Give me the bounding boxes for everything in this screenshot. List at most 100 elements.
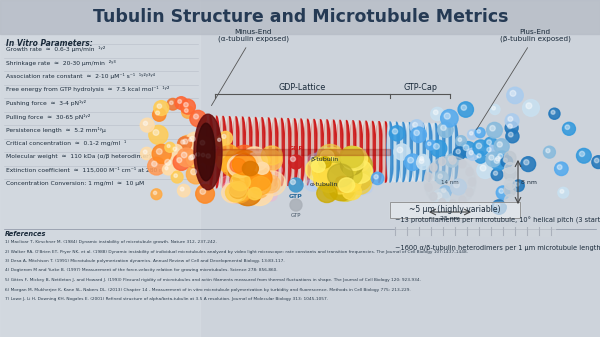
Ellipse shape [211,116,217,188]
Circle shape [451,179,466,195]
Circle shape [175,97,188,110]
Ellipse shape [266,118,268,186]
Text: Shrinkage rate  ≈  20-30 μm/min  ²ʸ³: Shrinkage rate ≈ 20-30 μm/min ²ʸ³ [6,60,116,65]
Ellipse shape [265,118,271,186]
Ellipse shape [231,117,237,187]
Ellipse shape [382,122,388,182]
Circle shape [505,121,518,134]
Ellipse shape [247,117,248,187]
Circle shape [524,160,529,165]
Bar [395,226,555,236]
Circle shape [490,125,495,131]
Ellipse shape [328,164,353,187]
Ellipse shape [245,166,272,191]
Ellipse shape [406,123,413,181]
Circle shape [448,157,453,161]
Ellipse shape [395,122,401,182]
Ellipse shape [248,187,262,200]
Ellipse shape [504,167,516,181]
Circle shape [177,158,182,162]
Ellipse shape [305,179,320,191]
Ellipse shape [311,155,330,173]
Circle shape [486,152,501,167]
Ellipse shape [299,119,301,185]
Ellipse shape [338,120,344,184]
Ellipse shape [358,165,373,177]
Ellipse shape [194,114,222,190]
Circle shape [183,139,188,144]
Ellipse shape [431,123,437,181]
Ellipse shape [213,116,219,188]
Ellipse shape [260,118,262,186]
Ellipse shape [239,117,246,187]
Ellipse shape [233,117,239,187]
Circle shape [469,151,473,155]
Ellipse shape [272,118,278,186]
Ellipse shape [281,119,287,185]
Ellipse shape [253,118,259,186]
Circle shape [477,154,481,158]
Ellipse shape [285,119,291,185]
Circle shape [580,151,584,156]
Ellipse shape [215,116,221,188]
Ellipse shape [358,182,373,194]
Circle shape [454,147,466,159]
Ellipse shape [230,158,246,173]
Ellipse shape [340,155,363,175]
Ellipse shape [368,121,374,183]
Ellipse shape [441,124,447,180]
Circle shape [153,130,159,135]
Ellipse shape [403,123,409,182]
Ellipse shape [250,117,256,187]
Circle shape [173,147,177,151]
Circle shape [186,136,197,146]
Text: Plus-End
(β-tubulin exposed): Plus-End (β-tubulin exposed) [476,29,571,130]
Ellipse shape [233,117,235,187]
Ellipse shape [328,169,343,181]
Circle shape [289,155,303,169]
Ellipse shape [323,181,343,199]
Ellipse shape [505,162,515,174]
Ellipse shape [233,174,254,192]
Ellipse shape [245,181,273,206]
Circle shape [592,156,600,168]
Ellipse shape [310,153,325,165]
Ellipse shape [413,123,419,181]
Ellipse shape [217,116,223,188]
Circle shape [458,102,473,117]
Ellipse shape [409,123,415,181]
Ellipse shape [330,167,354,188]
Ellipse shape [311,120,314,185]
Ellipse shape [272,118,275,186]
Ellipse shape [233,145,256,166]
Circle shape [507,87,523,104]
Circle shape [512,180,524,191]
Circle shape [475,128,485,138]
Ellipse shape [420,123,422,181]
Ellipse shape [337,120,343,184]
Circle shape [143,121,148,125]
Circle shape [484,137,497,151]
Ellipse shape [226,158,241,170]
Circle shape [508,132,513,137]
Ellipse shape [329,178,355,201]
Ellipse shape [426,123,432,181]
Ellipse shape [259,118,265,186]
Ellipse shape [400,122,406,182]
Ellipse shape [439,124,442,180]
Ellipse shape [398,122,404,182]
Text: 5) Gittes F, Mickey B, Nettleton J, and Howard J. (1993) Flexural rigidity of mi: 5) Gittes F, Mickey B, Nettleton J, and … [5,278,421,282]
Ellipse shape [319,158,346,183]
Circle shape [186,132,203,150]
Ellipse shape [244,164,257,176]
Bar [0,0,200,337]
Ellipse shape [313,168,328,181]
Ellipse shape [239,184,254,196]
Text: ~1600 α/β-tubulin heterodimers per 1 μm microtubule length: ~1600 α/β-tubulin heterodimers per 1 μm … [395,245,600,251]
Ellipse shape [262,146,283,165]
Circle shape [441,125,446,130]
Ellipse shape [425,123,431,181]
Circle shape [155,111,160,115]
Circle shape [414,130,419,135]
Ellipse shape [262,168,277,180]
